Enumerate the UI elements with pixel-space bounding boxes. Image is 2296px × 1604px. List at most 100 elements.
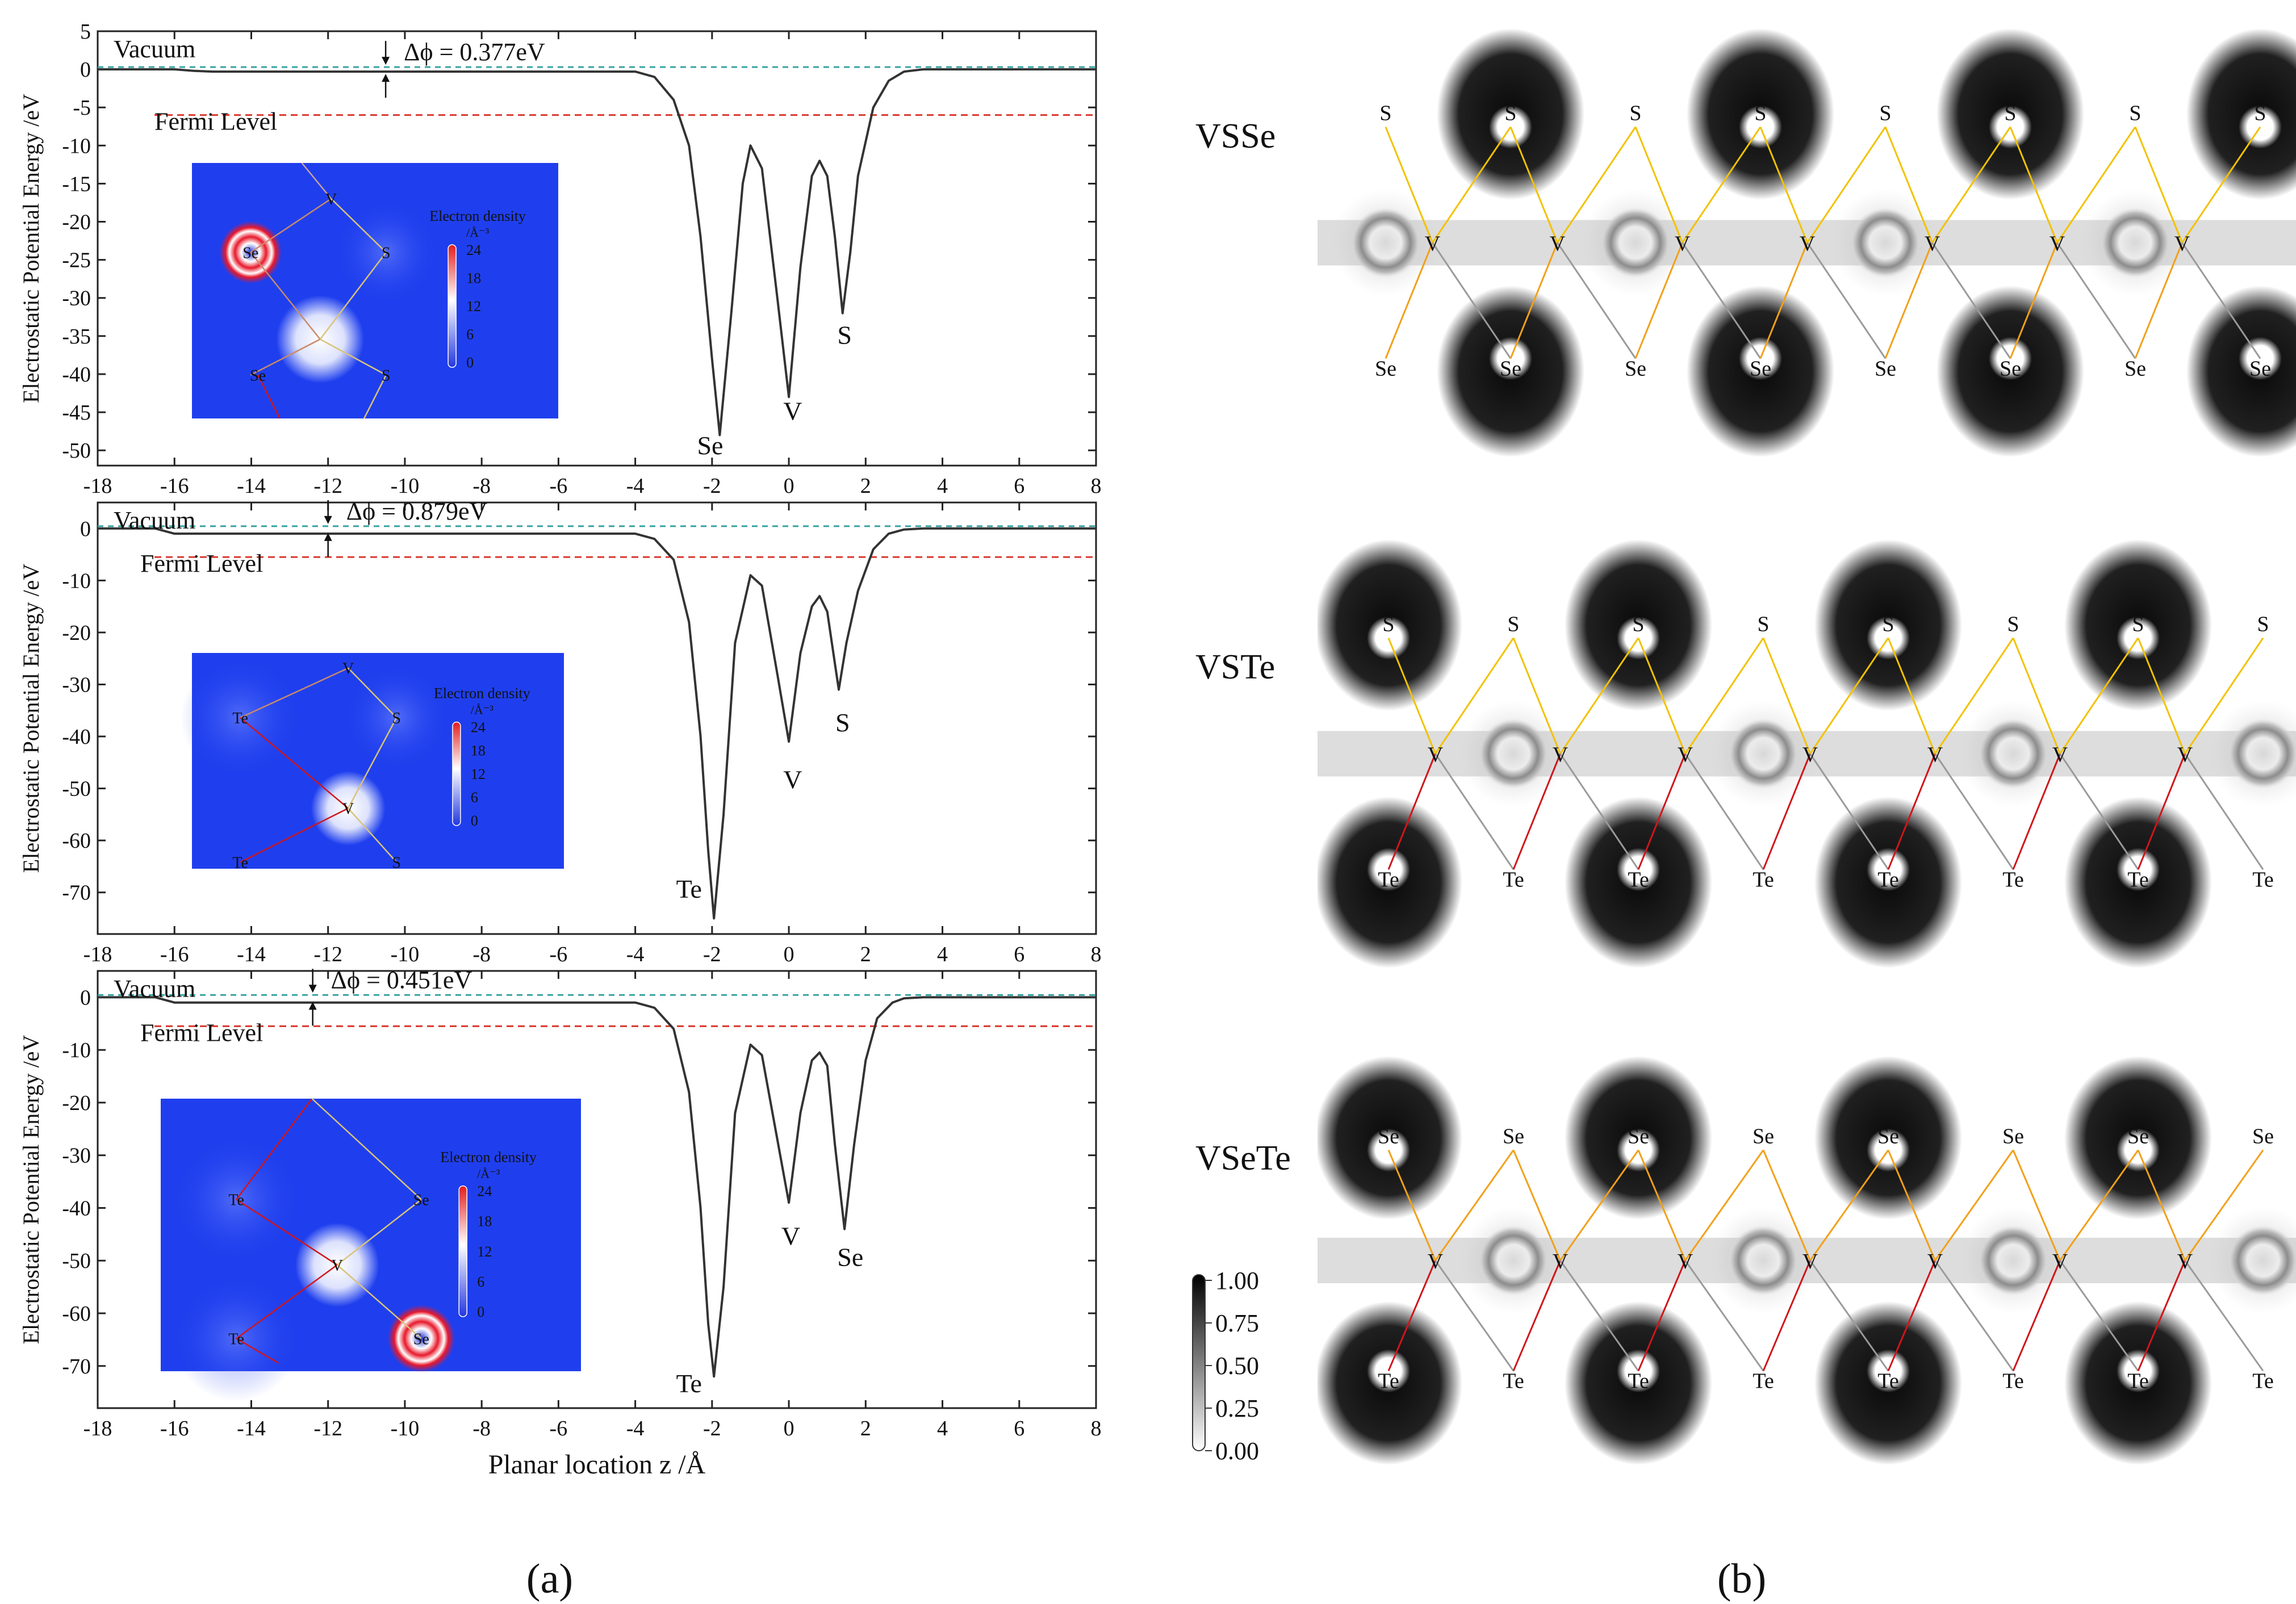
elf-atom-label-bottom: Se bbox=[1625, 357, 1646, 380]
x-tick-label: -8 bbox=[472, 474, 491, 498]
elf-bond-top bbox=[1684, 1149, 1764, 1261]
elf-bond-top bbox=[1512, 638, 1561, 755]
elf-bond-mid bbox=[1435, 1260, 1515, 1372]
y-tick-label: -35 bbox=[62, 325, 91, 349]
elf-bond-top bbox=[2137, 1150, 2186, 1261]
elf-bond-bottom bbox=[1887, 1260, 1936, 1371]
elf-bond-bottom bbox=[1634, 242, 1683, 359]
elf-atom-label-mid: V bbox=[2174, 232, 2190, 256]
inset-legend-tick: 18 bbox=[466, 270, 481, 287]
y-tick-label: -50 bbox=[62, 1249, 91, 1273]
elf-colorbar-tick-label: 0.50 bbox=[1215, 1352, 1259, 1380]
inset-legend-tick: 12 bbox=[471, 766, 486, 782]
x-tick-label: 4 bbox=[937, 1417, 948, 1440]
elf-bond-mid bbox=[1806, 242, 1887, 359]
y-tick-label: 0 bbox=[80, 58, 91, 82]
elf-atom-label-mid: V bbox=[2177, 1250, 2193, 1274]
y-axis-label: Electrostatic Potential Energy /eV bbox=[18, 1035, 44, 1345]
y-tick-label: -20 bbox=[62, 621, 91, 645]
inset-legend-title: Electron density bbox=[440, 1149, 537, 1166]
elf-bond-bottom bbox=[1887, 753, 1936, 870]
inset-bond bbox=[301, 162, 332, 199]
x-tick-label: -2 bbox=[703, 474, 721, 498]
elf-atom-label-top: Se bbox=[1503, 1125, 1524, 1149]
elf-atom-label-mid: V bbox=[1802, 1250, 1818, 1274]
elf-bond-top bbox=[1559, 637, 1640, 755]
inset-legend-tick: 0 bbox=[466, 354, 474, 371]
y-tick-label: -30 bbox=[62, 287, 91, 311]
elf-atom-label-mid: V bbox=[1425, 232, 1441, 256]
elf-atom-label-top: S bbox=[1757, 613, 1769, 636]
elf-atom-label-mid: V bbox=[1553, 743, 1569, 767]
elf-atom-label-mid: V bbox=[1428, 1250, 1444, 1274]
inset-bond bbox=[311, 1098, 422, 1200]
x-tick-label: 4 bbox=[937, 474, 948, 498]
inset-legend-bar bbox=[452, 721, 461, 826]
peak-label: S bbox=[837, 320, 852, 349]
inset-atom-label: Te bbox=[228, 1192, 244, 1209]
x-tick-label: 2 bbox=[860, 474, 871, 498]
elf-bond-mid bbox=[1934, 1260, 2014, 1372]
elf-bond-mid bbox=[2056, 242, 2136, 359]
y-tick-label: -10 bbox=[62, 1038, 91, 1062]
elf-bond-top bbox=[1809, 637, 1889, 755]
elf-atom-label-bottom: Se bbox=[1750, 357, 1771, 380]
y-tick-label: -70 bbox=[62, 1355, 91, 1379]
elf-atom-label-top: S bbox=[1504, 102, 1516, 125]
elf-atom-label-top: S bbox=[1632, 613, 1644, 636]
elf-atom-label-bottom: Te bbox=[1753, 1369, 1774, 1393]
x-tick-label: -4 bbox=[626, 1417, 645, 1440]
elf-atom-label-bottom: Te bbox=[1503, 1369, 1524, 1393]
elf-atom-label-bottom: Te bbox=[2002, 1369, 2023, 1393]
y-tick-label: -25 bbox=[62, 249, 91, 273]
y-tick-label: -50 bbox=[62, 777, 91, 801]
elf-bond-bottom bbox=[1387, 1260, 1436, 1371]
y-tick-label: -5 bbox=[73, 96, 91, 120]
inset-legend-bar bbox=[458, 1185, 467, 1317]
inset-legend-tick: 6 bbox=[477, 1274, 484, 1290]
elf-atom-label-mid: V bbox=[1927, 1250, 1943, 1274]
elf-bond-bottom bbox=[1762, 1260, 1811, 1371]
elf-bond-top bbox=[1682, 126, 1762, 244]
elf-row-label: VSSe bbox=[1195, 117, 1275, 156]
elf-atom-label-top: Se bbox=[1877, 1125, 1899, 1149]
elf-label-gutter bbox=[1170, 28, 1318, 457]
inset-atom-label: S bbox=[392, 710, 401, 727]
y-tick-label: 0 bbox=[80, 517, 91, 541]
x-tick-label: -14 bbox=[237, 474, 266, 498]
inset-legend-tick: 12 bbox=[466, 298, 481, 315]
x-tick-label: -18 bbox=[83, 943, 112, 966]
inset-bond bbox=[348, 667, 398, 718]
x-tick-label: -12 bbox=[313, 474, 342, 498]
elf-bond-top bbox=[1512, 1150, 1561, 1261]
inset-legend-title: Electron density bbox=[429, 208, 526, 224]
elf-v-ring bbox=[1978, 718, 2048, 789]
elf-bond-top bbox=[1557, 126, 1637, 244]
elf-atom-label-top: Se bbox=[1628, 1125, 1649, 1149]
inset-legend-tick: 12 bbox=[477, 1243, 492, 1260]
elf-bond-bottom bbox=[1512, 1260, 1561, 1371]
elf-colorbar-tick-label: 0.75 bbox=[1215, 1309, 1259, 1337]
elf-atom-label-bottom: Te bbox=[1628, 1369, 1649, 1393]
electron-density-inset: V Se S Se S Electron density/Å⁻³ 24 18 12 6 0 bbox=[192, 162, 558, 419]
inset-bond bbox=[319, 252, 387, 340]
elf-bond-top bbox=[1762, 638, 1811, 755]
inset-atom-label: Se bbox=[250, 367, 266, 385]
x-tick-label: -18 bbox=[83, 1417, 112, 1440]
elf-bond-mid bbox=[1557, 242, 1637, 359]
vacuum-label: Vacuum bbox=[114, 506, 195, 534]
x-tick-label: -8 bbox=[472, 1417, 491, 1440]
elf-atom-label-top: Se bbox=[2127, 1125, 2149, 1149]
inset-atom-label: V bbox=[342, 660, 354, 678]
elf-atom-label-mid: V bbox=[1678, 743, 1693, 767]
elf-bond-bottom bbox=[1759, 242, 1808, 359]
inset-atom-label: S bbox=[392, 855, 401, 872]
elf-atom-label-top: S bbox=[2129, 102, 2141, 125]
elf-bond-bottom bbox=[1387, 753, 1436, 870]
panel-label-b: (b) bbox=[1717, 1556, 1766, 1602]
elf-atom-label-top: S bbox=[1379, 102, 1391, 125]
elf-atom-label-bottom: Te bbox=[1628, 868, 1649, 891]
elf-atom-label-mid: V bbox=[1925, 232, 1940, 256]
x-tick-label: -8 bbox=[472, 943, 491, 966]
x-tick-label: -2 bbox=[703, 1417, 721, 1440]
